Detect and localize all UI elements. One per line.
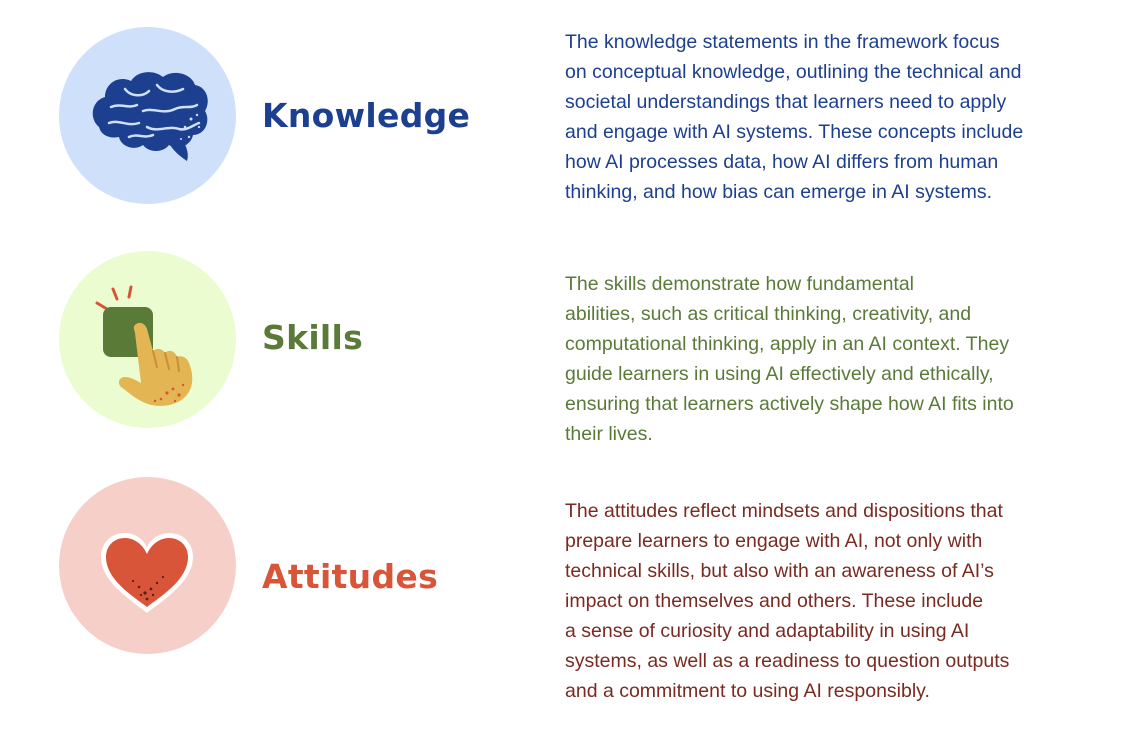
brain-icon <box>92 72 208 161</box>
knowledge-circle <box>59 27 236 204</box>
knowledge-line: The knowledge statements in the framewor… <box>565 31 1000 53</box>
knowledge-line: on conceptual knowledge, outlining the t… <box>565 61 1022 83</box>
skills-line: computational thinking, apply in an AI c… <box>565 333 1010 355</box>
attitudes-line: impact on themselves and others. These i… <box>565 590 984 612</box>
heart-icon <box>101 533 193 613</box>
knowledge-title: Knowledge <box>262 96 471 135</box>
knowledge-line: thinking, and how bias can emerge in AI … <box>565 181 993 203</box>
attitudes-line: systems, as well as a readiness to quest… <box>565 650 1010 672</box>
attitudes-line: a sense of curiosity and adaptability in… <box>565 620 970 642</box>
knowledge-line: and engage with AI systems. These concep… <box>565 121 1024 143</box>
attitudes-line: prepare learners to engage with AI, not … <box>565 530 983 552</box>
skills-description: The skills demonstrate how fundamental a… <box>565 269 1105 449</box>
attitudes-description: The attitudes reflect mindsets and dispo… <box>565 496 1105 706</box>
skills-line: their lives. <box>565 423 653 445</box>
skills-circle <box>59 251 236 428</box>
attitudes-title: Attitudes <box>262 557 439 596</box>
skills-line: guide learners in using AI effectively a… <box>565 363 994 385</box>
knowledge-description: The knowledge statements in the framewor… <box>565 27 1105 207</box>
knowledge-line: how AI processes data, how AI differs fr… <box>565 151 999 173</box>
hand-pressing-button-icon <box>95 285 193 406</box>
attitudes-line: The attitudes reflect mindsets and dispo… <box>565 500 1003 522</box>
skills-line: ensuring that learners actively shape ho… <box>565 393 1014 415</box>
knowledge-line: societal understandings that learners ne… <box>565 91 1007 113</box>
skills-title: Skills <box>262 318 364 357</box>
skills-line: The skills demonstrate how fundamental <box>565 273 915 295</box>
attitudes-circle <box>59 477 236 654</box>
skills-line: abilities, such as critical thinking, cr… <box>565 303 972 325</box>
attitudes-line: and a commitment to using AI responsibly… <box>565 680 930 702</box>
attitudes-line: technical skills, but also with an aware… <box>565 560 994 582</box>
